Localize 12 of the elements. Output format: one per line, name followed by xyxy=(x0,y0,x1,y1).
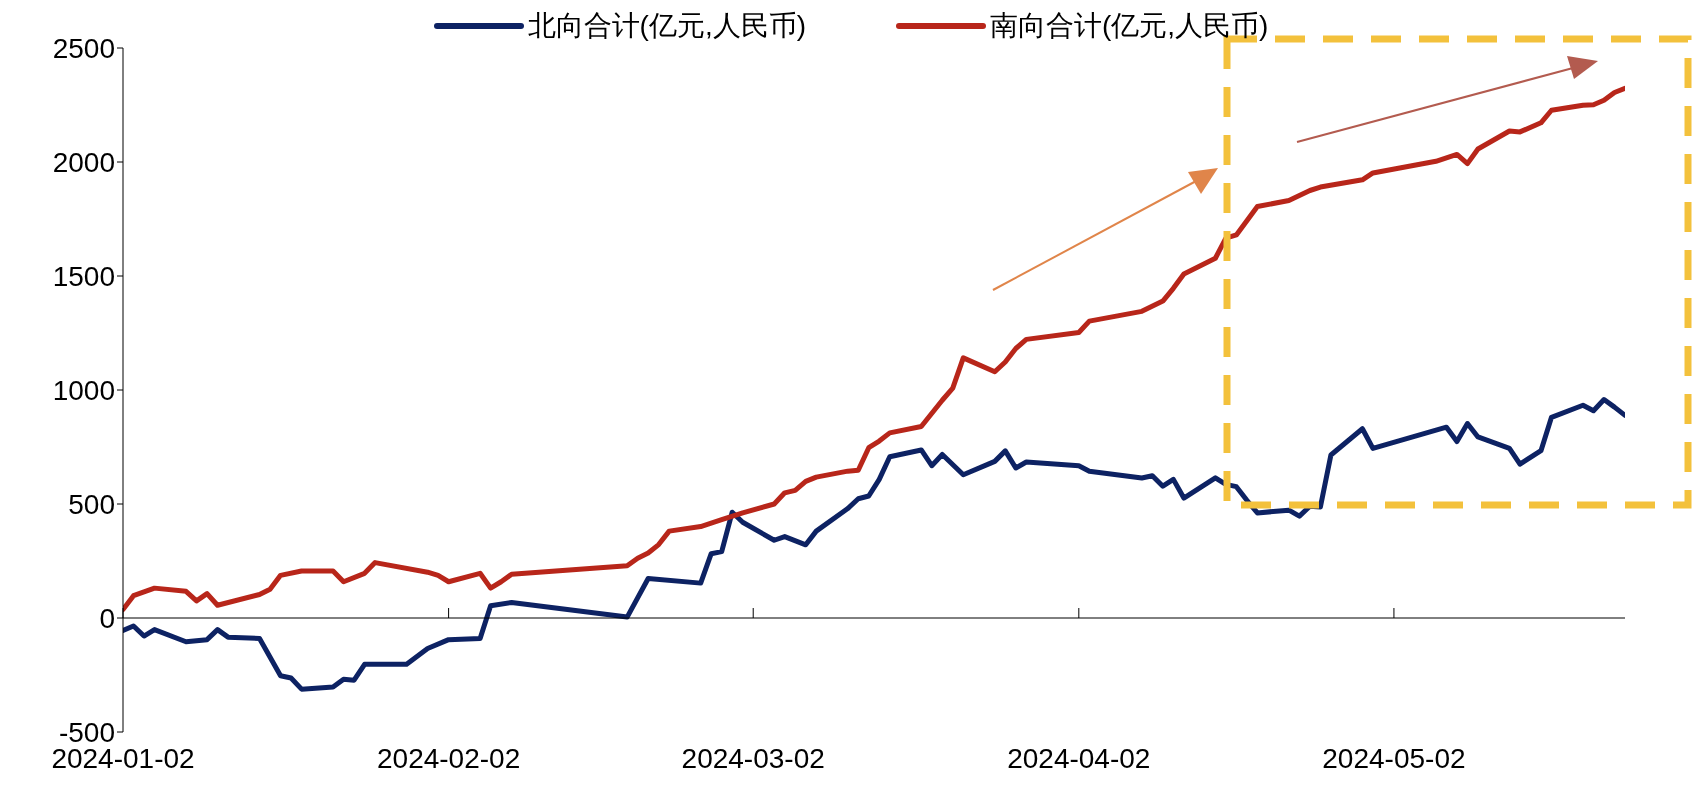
y-tick-label: 2500 xyxy=(52,32,115,64)
y-tick-label: 0 xyxy=(99,602,115,634)
y-tick-label: 2000 xyxy=(52,146,115,178)
x-tick-label: 2024-02-02 xyxy=(376,742,521,774)
y-tick-label: 1000 xyxy=(52,374,115,406)
y-tick-label: 500 xyxy=(68,488,115,520)
legend-label: 北向合计(亿元,人民币) xyxy=(527,9,806,43)
x-tick-label: 2024-03-02 xyxy=(681,742,825,774)
x-tick-label: 2024-05-02 xyxy=(1322,742,1466,774)
y-tick-label: 1500 xyxy=(52,260,115,292)
x-tick-label: 2024-04-02 xyxy=(1007,742,1151,774)
legend-label: 南向合计(亿元,人民币) xyxy=(990,9,1269,43)
